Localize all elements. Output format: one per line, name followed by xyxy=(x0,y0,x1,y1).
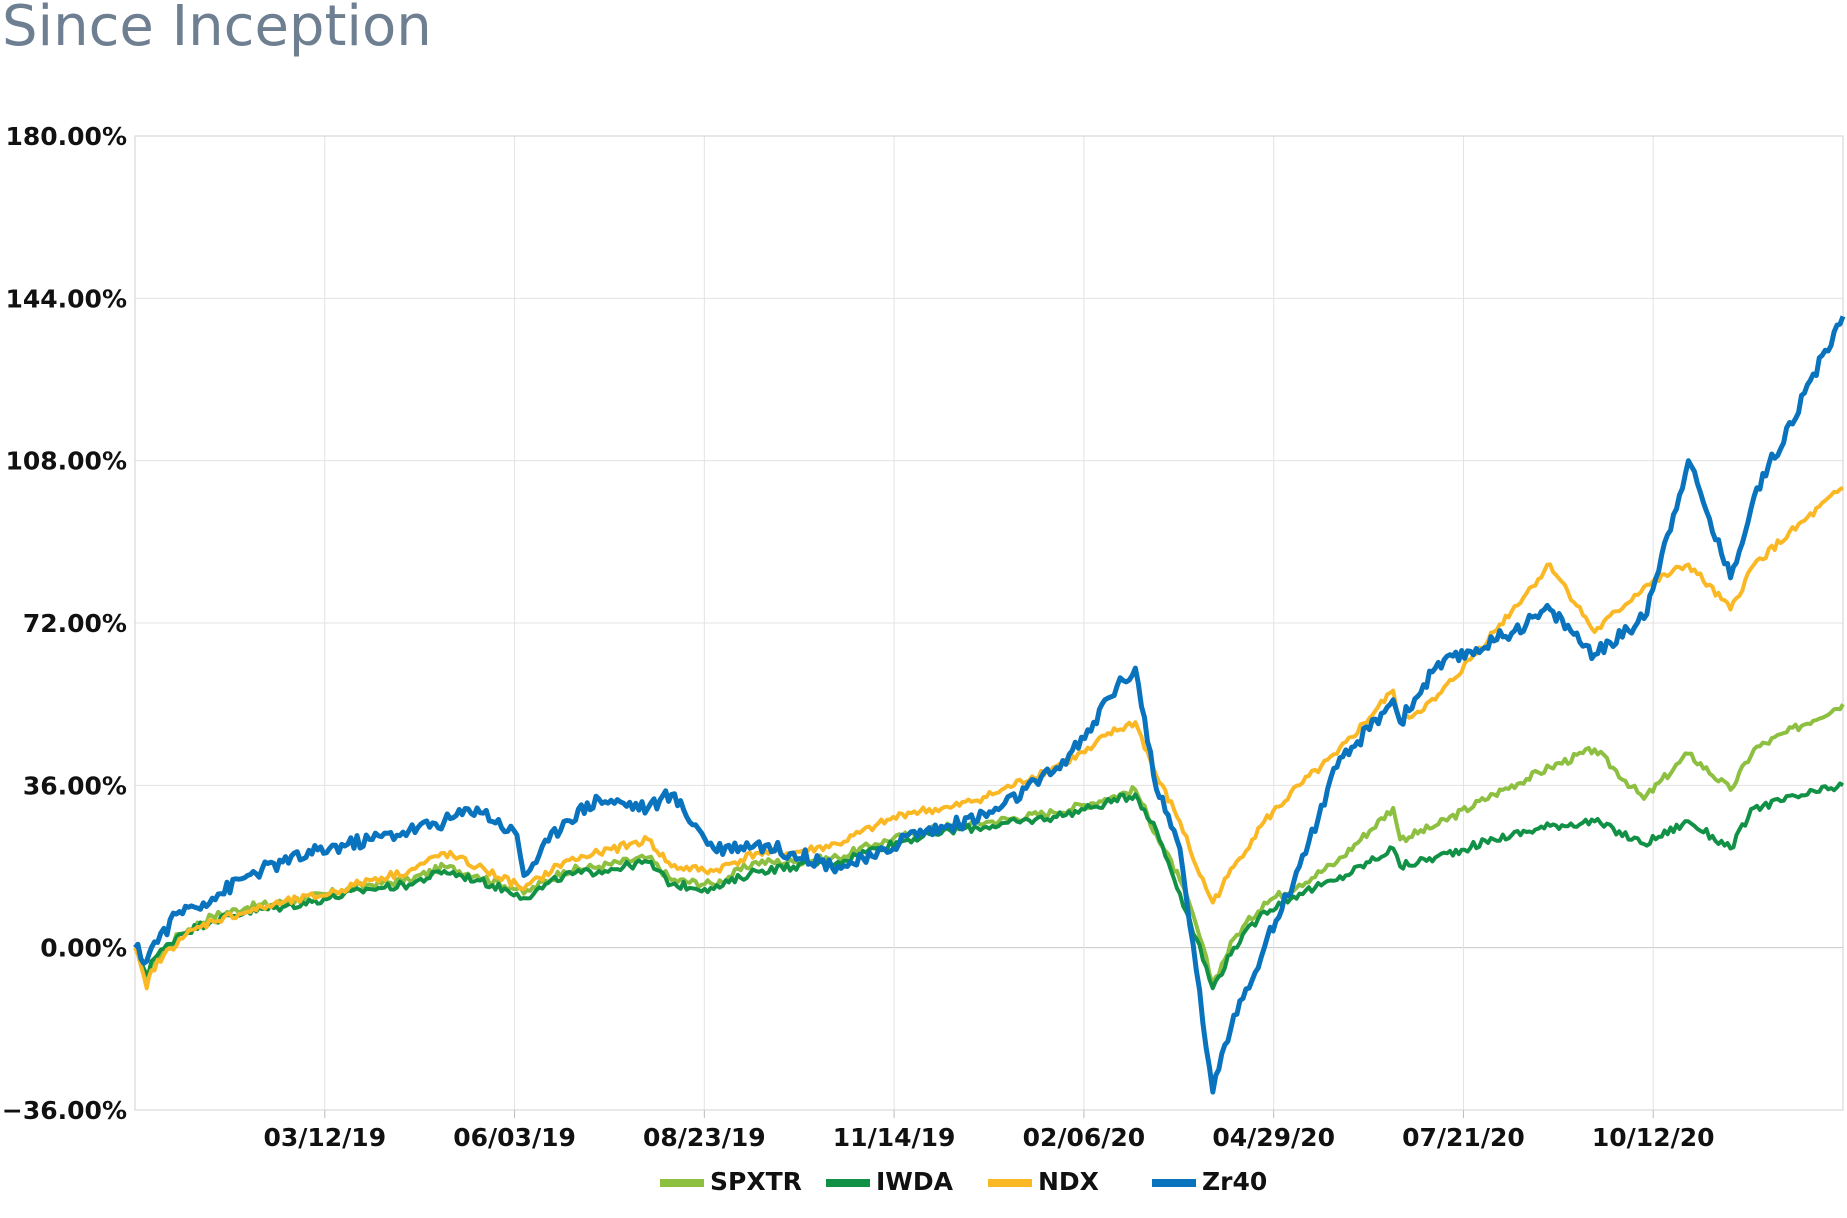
y-tick-label: 0.00% xyxy=(40,934,127,963)
y-axis-ticks: 180.00% 144.00% 108.00% 72.00% 36.00% 0.00% −3… xyxy=(2,122,127,1125)
legend-label-ndx: NDX xyxy=(1038,1167,1099,1196)
legend-swatch-ndx xyxy=(988,1179,1032,1187)
legend-swatch-zr40 xyxy=(1152,1179,1196,1187)
series-line-ndx xyxy=(133,485,1844,991)
plot-series xyxy=(133,315,1846,1095)
series-line-spxtr xyxy=(133,703,1845,986)
axes xyxy=(134,135,1844,1118)
series-line-zr40 xyxy=(133,315,1846,1095)
y-tick-label: 72.00% xyxy=(23,609,127,638)
x-tick-label: 10/12/20 xyxy=(1592,1123,1715,1152)
x-tick-label: 07/21/20 xyxy=(1402,1123,1525,1152)
legend-swatch-iwda xyxy=(826,1179,870,1187)
x-tick-label: 06/03/19 xyxy=(453,1123,576,1152)
plot-frame xyxy=(134,135,1844,1111)
legend-label-iwda: IWDA xyxy=(876,1167,954,1196)
legend-label-spxtr: SPXTR xyxy=(710,1167,802,1196)
y-tick-label: −36.00% xyxy=(2,1096,127,1125)
x-axis-ticks: 03/12/19 06/03/19 08/23/19 11/14/19 02/06/20… xyxy=(263,1123,1714,1152)
legend-swatch-spxtr xyxy=(660,1179,704,1187)
y-tick-label: 180.00% xyxy=(5,122,127,151)
x-tick-label: 08/23/19 xyxy=(643,1123,766,1152)
y-tick-label: 36.00% xyxy=(23,771,127,800)
page-title: Since Inception xyxy=(2,0,432,59)
y-tick-label: 108.00% xyxy=(5,447,127,476)
x-tick-label: 03/12/19 xyxy=(263,1123,386,1152)
series-line-iwda xyxy=(133,781,1845,991)
legend: SPXTR IWDA NDX Zr40 xyxy=(660,1167,1267,1196)
x-tick-label: 04/29/20 xyxy=(1212,1123,1335,1152)
x-tick-label: 11/14/19 xyxy=(833,1123,956,1152)
grid-lines xyxy=(135,135,1843,1111)
y-tick-label: 144.00% xyxy=(5,284,127,313)
legend-label-zr40: Zr40 xyxy=(1202,1167,1267,1196)
x-tick-label: 02/06/20 xyxy=(1023,1123,1146,1152)
